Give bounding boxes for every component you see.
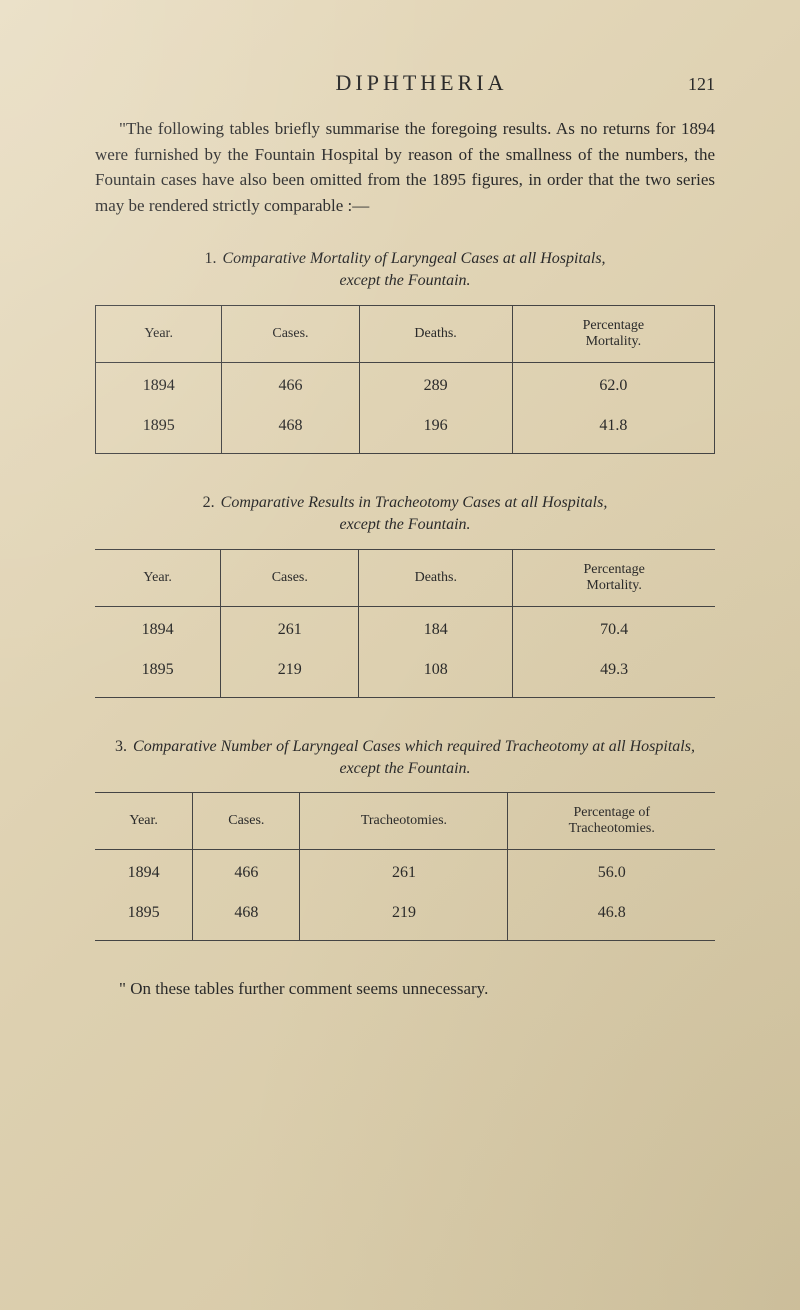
table-cell: 261	[300, 850, 508, 891]
table-cell: 468	[222, 403, 359, 454]
table-cell: 108	[359, 647, 513, 698]
table-cell: 219	[221, 647, 359, 698]
column-header: PercentageMortality.	[512, 305, 714, 362]
column-header: Year.	[95, 793, 193, 850]
table-cell: 49.3	[513, 647, 715, 698]
column-header: Tracheotomies.	[300, 793, 508, 850]
table-cell: 46.8	[508, 890, 715, 941]
column-header: PercentageMortality.	[513, 549, 715, 606]
data-table-2: Year.Cases.Deaths.PercentageMortality.18…	[95, 549, 715, 698]
table-cell: 1894	[96, 362, 222, 403]
data-table-1: Year.Cases.Deaths.PercentageMortality.18…	[95, 305, 715, 454]
table-row: 189446626156.0	[95, 850, 715, 891]
column-header: Cases.	[221, 549, 359, 606]
table-row: 189546821946.8	[95, 890, 715, 941]
column-header: Year.	[95, 549, 221, 606]
table-cell: 1895	[95, 647, 221, 698]
table-cell: 1895	[95, 890, 193, 941]
intro-paragraph: "The following tables briefly summarise …	[95, 116, 715, 218]
table-caption-text: Comparative Results in Tracheotomy Cases…	[221, 494, 608, 533]
table-cell: 62.0	[512, 362, 714, 403]
table-cell: 261	[221, 606, 359, 647]
table-caption: 3. Comparative Number of Laryngeal Cases …	[95, 736, 715, 781]
column-header: Cases.	[193, 793, 300, 850]
column-header: Cases.	[222, 305, 359, 362]
table-number: 1.	[204, 248, 216, 270]
table-cell: 468	[193, 890, 300, 941]
table-caption: 1. Comparative Mortality of Laryngeal Cas…	[95, 248, 715, 293]
table-caption: 2. Comparative Results in Tracheotomy Cas…	[95, 492, 715, 537]
table-cell: 466	[222, 362, 359, 403]
tables-container: 1. Comparative Mortality of Laryngeal Cas…	[95, 248, 715, 941]
table-cell: 184	[359, 606, 513, 647]
table-number: 2.	[203, 492, 215, 514]
table-cell: 1894	[95, 850, 193, 891]
table-cell: 41.8	[512, 403, 714, 454]
page-number: 121	[688, 74, 715, 95]
table-cell: 219	[300, 890, 508, 941]
table-number: 3.	[115, 736, 127, 758]
table-cell: 1895	[96, 403, 222, 454]
table-row: 189521910849.3	[95, 647, 715, 698]
table-cell: 289	[359, 362, 512, 403]
footer-text: " On these tables further comment seems …	[95, 979, 715, 999]
table-cell: 196	[359, 403, 512, 454]
table-row: 189446628962.0	[96, 362, 715, 403]
page-header: DIPHTHERIA 121	[95, 70, 715, 96]
table-row: 189546819641.8	[96, 403, 715, 454]
column-header: Year.	[96, 305, 222, 362]
table-caption-text: Comparative Mortality of Laryngeal Cases…	[222, 250, 605, 289]
table-row: 189426118470.4	[95, 606, 715, 647]
table-cell: 56.0	[508, 850, 715, 891]
column-header: Deaths.	[359, 305, 512, 362]
table-cell: 466	[193, 850, 300, 891]
table-cell: 70.4	[513, 606, 715, 647]
table-cell: 1894	[95, 606, 221, 647]
page-title: DIPHTHERIA	[155, 70, 688, 96]
column-header: Percentage ofTracheotomies.	[508, 793, 715, 850]
data-table-3: Year.Cases.Tracheotomies.Percentage ofTr…	[95, 792, 715, 941]
table-caption-text: Comparative Number of Laryngeal Cases wh…	[133, 738, 695, 777]
column-header: Deaths.	[359, 549, 513, 606]
